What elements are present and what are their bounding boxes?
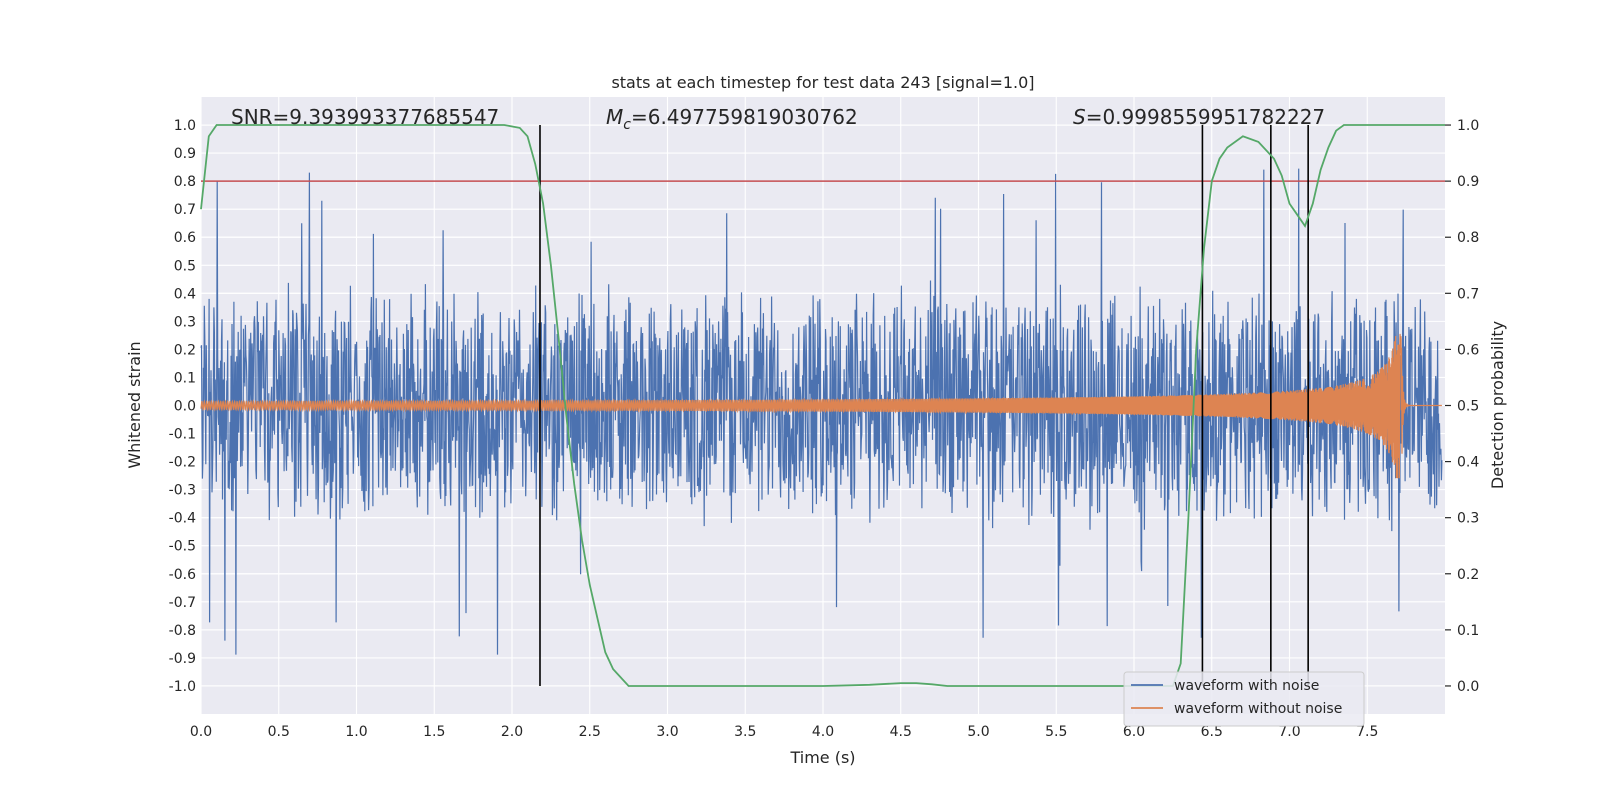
legend-box — [1123, 671, 1365, 727]
y-tick-label-right: 0.0 — [1457, 679, 1479, 695]
y-tick-label-right: 0.1 — [1457, 623, 1479, 639]
x-tick-label: 4.0 — [812, 724, 834, 740]
y-tick-label-left: 0.8 — [174, 174, 196, 190]
y-tick-label-left: 0.2 — [174, 342, 196, 358]
y-tick-label-left: -0.8 — [169, 623, 196, 639]
y-axis-label-right: Detection probability — [1488, 321, 1507, 489]
y-tick-label-left: 0.1 — [174, 370, 196, 386]
chirp-mass-annotation: Mc=6.497759819030762 — [606, 105, 858, 133]
y-tick-label-right: 0.5 — [1457, 399, 1479, 415]
y-tick-label-right: 0.2 — [1457, 567, 1479, 583]
y-tick-label-right: 0.9 — [1457, 174, 1479, 190]
y-tick-label-left: -1.0 — [169, 679, 196, 695]
x-tick-label: 3.0 — [656, 724, 678, 740]
y-tick-label-left: -0.6 — [169, 567, 196, 583]
x-tick-label: 0.0 — [190, 724, 212, 740]
detection-probability-line — [200, 124, 1445, 687]
x-tick-label: 5.5 — [1045, 724, 1067, 740]
waveform-with-noise-line — [200, 168, 1443, 655]
y-tick-label-left: 1.0 — [174, 118, 196, 134]
y-tick-label-right: 0.8 — [1457, 230, 1479, 246]
x-tick-label: 0.5 — [268, 724, 290, 740]
y-tick-label-right: 0.6 — [1457, 342, 1479, 358]
s-value: =0.9998559951782227 — [1086, 105, 1325, 129]
y-tick-label-left: -0.4 — [169, 511, 196, 527]
y-tick-label-left: -0.2 — [169, 455, 196, 471]
y-tick-label-left: 0.6 — [174, 230, 196, 246]
y-axis-label-left: Whitened strain — [125, 341, 144, 468]
legend-label-noise: waveform with noise — [1174, 678, 1319, 694]
chirp-mass-subscript: c — [623, 117, 631, 133]
x-tick-label: 7.0 — [1278, 724, 1300, 740]
x-tick-label: 1.5 — [423, 724, 445, 740]
chirp-series — [200, 333, 1442, 479]
y-tick-label-left: -0.9 — [169, 651, 196, 667]
s-annotation: S=0.9998559951782227 — [1073, 105, 1325, 129]
y-tick-label-left: -0.5 — [169, 539, 196, 555]
y-tick-label-left: 0.4 — [174, 286, 196, 302]
x-tick-label: 6.5 — [1201, 724, 1223, 740]
waveform-without-noise-line — [200, 333, 1442, 479]
y-tick-label-left: 0.5 — [174, 258, 196, 274]
x-tick-label: 5.0 — [967, 724, 989, 740]
snr-annotation: SNR=9.393993377685547 — [231, 105, 499, 129]
y-tick-label-right: 0.3 — [1457, 511, 1479, 527]
y-tick-label-left: 0.7 — [174, 202, 196, 218]
chart-title: stats at each timestep for test data 243… — [611, 73, 1034, 92]
x-tick-label: 2.0 — [501, 724, 523, 740]
probability-series — [200, 124, 1445, 687]
y-tick-label-right: 1.0 — [1457, 118, 1479, 134]
x-tick-label: 3.5 — [734, 724, 756, 740]
s-symbol: S — [1073, 105, 1086, 129]
x-tick-label: 7.5 — [1356, 724, 1378, 740]
noise-series — [200, 168, 1443, 655]
x-tick-label: 1.0 — [345, 724, 367, 740]
y-tick-label-right: 0.4 — [1457, 455, 1479, 471]
y-tick-label-left: 0.9 — [174, 146, 196, 162]
chirp-mass-symbol: M — [606, 105, 623, 129]
x-tick-label: 2.5 — [579, 724, 601, 740]
y-tick-label-left: -0.1 — [169, 427, 196, 443]
y-tick-label-left: -0.7 — [169, 595, 196, 611]
y-tick-label-right: 0.7 — [1457, 286, 1479, 302]
legend-label-chirp: waveform without noise — [1174, 701, 1342, 717]
legend: waveform with noise waveform without noi… — [1123, 671, 1365, 727]
y-tick-label-left: 0.0 — [174, 399, 196, 415]
tick-labels: 0.0 0.5 1.0 1.5 2.0 2.5 3.0 3.5 4.0 4.5 5.0 5.5 6.0 6… — [169, 118, 1480, 740]
y-tick-label-left: 0.3 — [174, 314, 196, 330]
x-axis-label: Time (s) — [789, 748, 855, 767]
x-tick-label: 6.0 — [1123, 724, 1145, 740]
y-tick-label-left: -0.3 — [169, 483, 196, 499]
x-tick-label: 4.5 — [890, 724, 912, 740]
chirp-mass-value: =6.497759819030762 — [631, 105, 858, 129]
